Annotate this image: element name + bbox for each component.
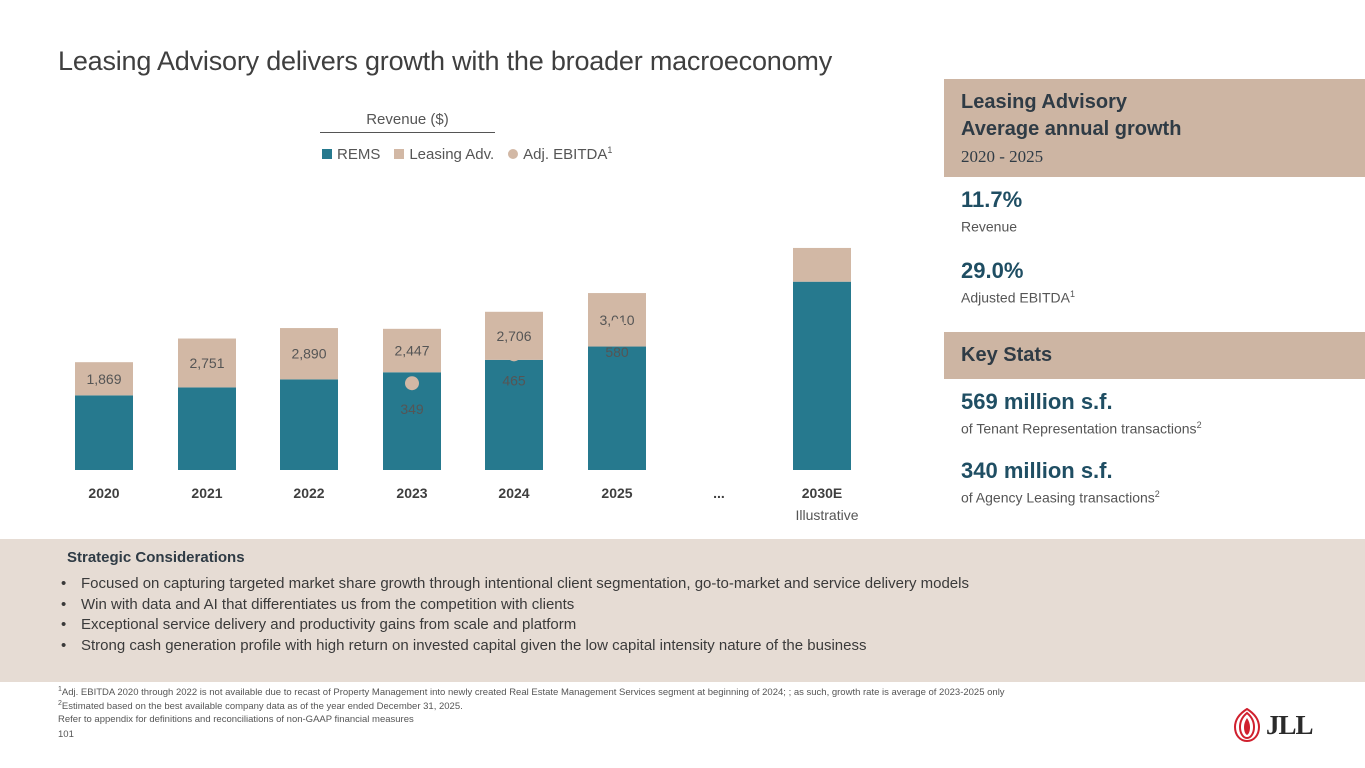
list-item: • Exceptional service delivery and produc…	[61, 616, 577, 633]
bar-rems-2022	[280, 379, 338, 470]
chart-legend: REMS Leasing Adv. Adj. EBITDA1	[322, 145, 612, 163]
growth-period: 2020 - 2025	[961, 147, 1044, 166]
legend-label-rems: REMS	[337, 145, 381, 163]
data-label-leasing-2023: 2,447	[394, 343, 429, 359]
revenue-chart: 1,869 2020 2,751 2021 2,890 2022 2,447 349 2023 2…	[75, 247, 859, 523]
bar-leasing-2021	[178, 338, 236, 388]
ebitda-point-2023	[405, 376, 419, 391]
legend-item-rems: REMS	[322, 146, 380, 163]
footnote-1: 1Adj. EBITDA 2020 through 2022 is not av…	[58, 686, 1005, 699]
footnote-2: 2Estimated based on the best available c…	[58, 700, 463, 713]
stat-value: 11.7%	[961, 187, 1023, 212]
list-item: • Focused on capturing targeted market sh…	[61, 575, 969, 592]
page-title: Leasing Advisory delivers growth with th…	[58, 46, 832, 76]
strategic-heading: Strategic Considerations	[67, 549, 245, 566]
x-tick-label-2024: 2024	[498, 485, 529, 501]
data-label-ebitda-2024: 465	[502, 372, 526, 388]
data-label-ebitda-2023: 349	[400, 401, 424, 417]
ebitda-point-2024	[507, 347, 521, 362]
bar-rems-2025	[588, 346, 646, 470]
stat-label: Revenue	[961, 218, 1018, 235]
data-label-leasing-2021: 2,751	[189, 355, 224, 371]
key-stats-heading: Key Stats	[961, 344, 1053, 366]
legend-label-leasing: Leasing Adv.	[409, 145, 495, 163]
data-label-leasing-2024: 2,706	[496, 328, 531, 344]
growth-heading-line1: Leasing Advisory	[961, 91, 1127, 113]
legend-swatch-rems	[322, 149, 332, 159]
x-tick-label-2020: 2020	[88, 485, 119, 501]
growth-heading: Leasing Advisory Average annual growth	[961, 89, 1181, 143]
jll-flame-icon	[1233, 708, 1261, 742]
x-tick-label-2025: 2025	[601, 485, 632, 501]
stat-value: 29.0%	[961, 258, 1024, 283]
bar-leasing-2020	[75, 362, 133, 396]
bar-rems-2030E	[793, 281, 851, 470]
x-tick-label-2021: 2021	[191, 485, 222, 501]
stat-value: 340 million s.f.	[961, 458, 1113, 483]
data-label-ebitda-2025: 580	[605, 344, 629, 360]
chart-title: Revenue ($)	[320, 111, 495, 133]
bar-rems-2021	[178, 387, 236, 470]
bar-leasing-2022	[280, 328, 338, 380]
x-tick-sublabel-2030E: Illustrative	[795, 507, 858, 523]
growth-header: Leasing Advisory Average annual growth 2…	[944, 79, 1365, 177]
legend-ebitda-footnote: 1	[607, 145, 613, 155]
ebitda-point-2025	[610, 318, 624, 333]
x-tick-label-2023: 2023	[396, 485, 427, 501]
legend-swatch-leasing	[394, 149, 405, 159]
x-tick-label-ellipsis: ...	[713, 485, 725, 501]
legend-item-leasing: Leasing Adv.	[394, 146, 494, 163]
stat-ebitda-growth: 29.0% Adjusted EBITDA1	[961, 257, 1075, 307]
bar-rems-2020	[75, 395, 133, 470]
list-item: • Win with data and AI that differentiate…	[61, 595, 575, 613]
stat-tenant-rep: 569 million s.f. of Tenant Representatio…	[961, 388, 1202, 438]
stat-label: of Agency Leasing transactions2	[961, 489, 1160, 506]
stat-revenue-growth: 11.7% Revenue	[961, 186, 1022, 236]
bar-rems-2024	[485, 359, 543, 470]
stat-label: Adjusted EBITDA1	[961, 289, 1075, 306]
footnote-3: Refer to appendix for definitions and re…	[58, 714, 414, 725]
data-label-leasing-2022: 2,890	[291, 346, 326, 362]
bar-leasing-2023	[383, 328, 441, 373]
strategic-considerations: Strategic Considerations • Focused on cap…	[0, 539, 1365, 682]
data-label-leasing-2020: 1,869	[86, 371, 121, 387]
x-tick-label-2030E: 2030E	[802, 485, 842, 501]
strategic-list: • Focused on capturing targeted market sh…	[59, 574, 969, 656]
ebitda-point-2030E	[815, 256, 829, 271]
page-number: 101	[58, 729, 74, 740]
key-stats-header: Key Stats	[944, 332, 1365, 379]
growth-heading-line2: Average annual growth	[961, 118, 1182, 140]
logo-text: JLL	[1266, 709, 1314, 740]
legend-swatch-ebitda	[508, 149, 519, 159]
stat-agency-leasing: 340 million s.f. of Agency Leasing trans…	[961, 457, 1160, 507]
list-item: • Strong cash generation profile with hig…	[61, 636, 867, 654]
stat-label: of Tenant Representation transactions2	[961, 420, 1202, 437]
stat-value: 569 million s.f.	[961, 389, 1113, 414]
jll-logo: JLL	[1232, 708, 1314, 742]
x-tick-label-2022: 2022	[293, 485, 324, 501]
legend-label-ebitda: Adj. EBITDA	[523, 146, 608, 163]
legend-item-ebitda: Adj. EBITDA1	[508, 145, 612, 163]
